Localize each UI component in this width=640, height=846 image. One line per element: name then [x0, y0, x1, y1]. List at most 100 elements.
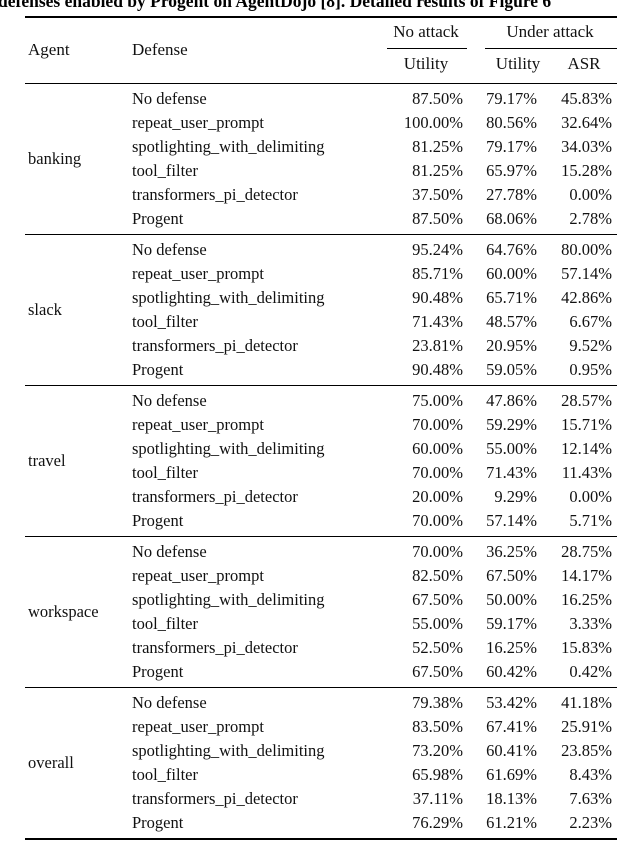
asr-cell: 80.00%: [561, 239, 612, 259]
asr-cell: 25.91%: [561, 716, 612, 736]
asr-cell: 28.75%: [561, 541, 612, 561]
ua-utility-cell: 55.00%: [486, 438, 537, 458]
results-table: Agent Defense No attack Under attack Uti…: [25, 16, 617, 840]
agent-label: banking: [28, 148, 82, 168]
asr-cell: 9.52%: [569, 335, 612, 355]
ua-utility-cell: 67.41%: [486, 716, 537, 736]
na-utility-cell: 55.00%: [412, 613, 463, 633]
ua-utility-cell: 65.97%: [486, 160, 537, 180]
asr-cell: 15.28%: [561, 160, 612, 180]
header-no-attack-group: No attack: [393, 22, 459, 41]
asr-cell: 3.33%: [569, 613, 612, 633]
defense-cell: tool_filter: [132, 613, 198, 633]
defense-cell: Progent: [132, 208, 184, 228]
na-utility-cell: 70.00%: [412, 510, 463, 530]
section-travel: travel No defense 75.00% 47.86% 28.57% r…: [25, 384, 617, 536]
header-agent: Agent: [28, 40, 70, 59]
header-no-attack-utility: Utility: [403, 54, 449, 73]
defense-cell: Progent: [132, 812, 184, 832]
na-utility-cell: 60.00%: [412, 438, 463, 458]
na-utility-cell: 81.25%: [412, 136, 463, 156]
defense-cell: transformers_pi_detector: [132, 335, 298, 355]
na-utility-cell: 81.25%: [412, 160, 463, 180]
defense-cell: No defense: [132, 88, 207, 108]
ua-utility-cell: 80.56%: [486, 112, 537, 132]
header-under-attack-utility: Utility: [495, 54, 541, 73]
asr-cell: 12.14%: [561, 438, 612, 458]
asr-cell: 7.63%: [569, 788, 612, 808]
asr-cell: 5.71%: [569, 510, 612, 530]
section-banking: banking No defense 87.50% 79.17% 45.83% …: [25, 84, 617, 234]
asr-cell: 11.43%: [561, 462, 612, 482]
ua-utility-cell: 79.17%: [486, 88, 537, 108]
na-utility-cell: 52.50%: [412, 637, 463, 657]
na-utility-cell: 67.50%: [412, 661, 463, 681]
asr-cell: 23.85%: [561, 740, 612, 760]
ua-utility-cell: 59.17%: [486, 613, 537, 633]
ua-utility-cell: 68.06%: [486, 208, 537, 228]
ua-utility-cell: 61.69%: [486, 764, 537, 784]
na-utility-cell: 90.48%: [412, 359, 463, 379]
table-caption-cutoff: defenses enabled by Progent on AgentDojo…: [0, 0, 640, 12]
defense-cell: No defense: [132, 390, 207, 410]
defense-cell: tool_filter: [132, 160, 198, 180]
na-utility-cell: 70.00%: [412, 462, 463, 482]
na-utility-cell: 90.48%: [412, 287, 463, 307]
agent-label: slack: [28, 299, 62, 319]
section-workspace: workspace No defense 70.00% 36.25% 28.75…: [25, 535, 617, 687]
asr-cell: 57.14%: [561, 263, 612, 283]
defense-cell: spotlighting_with_delimiting: [132, 740, 325, 760]
ua-utility-cell: 16.25%: [486, 637, 537, 657]
section-overall: overall No defense 79.38% 53.42% 41.18% …: [25, 686, 617, 838]
defense-cell: transformers_pi_detector: [132, 184, 298, 204]
cmidrule-no-attack: [387, 48, 467, 49]
defense-cell: transformers_pi_detector: [132, 788, 298, 808]
na-utility-cell: 87.50%: [412, 208, 463, 228]
header-under-attack-group: Under attack: [506, 22, 594, 41]
defense-cell: spotlighting_with_delimiting: [132, 136, 325, 156]
na-utility-cell: 71.43%: [412, 311, 463, 331]
defense-cell: tool_filter: [132, 764, 198, 784]
defense-cell: repeat_user_prompt: [132, 263, 264, 283]
asr-cell: 41.18%: [561, 692, 612, 712]
agent-label: travel: [28, 450, 66, 470]
defense-cell: tool_filter: [132, 311, 198, 331]
defense-cell: tool_filter: [132, 462, 198, 482]
section-slack: slack No defense 95.24% 64.76% 80.00% re…: [25, 233, 617, 385]
ua-utility-cell: 48.57%: [486, 311, 537, 331]
header-defense: Defense: [132, 40, 188, 59]
asr-cell: 42.86%: [561, 287, 612, 307]
ua-utility-cell: 50.00%: [486, 589, 537, 609]
defense-cell: Progent: [132, 510, 184, 530]
defense-cell: No defense: [132, 692, 207, 712]
asr-cell: 15.71%: [561, 414, 612, 434]
ua-utility-cell: 71.43%: [486, 462, 537, 482]
agent-label: overall: [28, 752, 74, 772]
asr-cell: 34.03%: [561, 136, 612, 156]
agent-label: workspace: [28, 601, 99, 621]
ua-utility-cell: 18.13%: [486, 788, 537, 808]
ua-utility-cell: 60.41%: [486, 740, 537, 760]
defense-cell: No defense: [132, 541, 207, 561]
na-utility-cell: 95.24%: [412, 239, 463, 259]
na-utility-cell: 23.81%: [412, 335, 463, 355]
table-header: Agent Defense No attack Under attack Uti…: [25, 18, 617, 84]
ua-utility-cell: 47.86%: [486, 390, 537, 410]
na-utility-cell: 83.50%: [412, 716, 463, 736]
na-utility-cell: 67.50%: [412, 589, 463, 609]
header-asr: ASR: [567, 54, 601, 73]
ua-utility-cell: 59.29%: [486, 414, 537, 434]
asr-cell: 0.00%: [569, 486, 612, 506]
defense-cell: spotlighting_with_delimiting: [132, 287, 325, 307]
defense-cell: transformers_pi_detector: [132, 637, 298, 657]
defense-cell: repeat_user_prompt: [132, 565, 264, 585]
na-utility-cell: 85.71%: [412, 263, 463, 283]
ua-utility-cell: 59.05%: [486, 359, 537, 379]
defense-cell: No defense: [132, 239, 207, 259]
asr-cell: 6.67%: [569, 311, 612, 331]
na-utility-cell: 100.00%: [403, 112, 463, 132]
ua-utility-cell: 57.14%: [486, 510, 537, 530]
defense-cell: transformers_pi_detector: [132, 486, 298, 506]
asr-cell: 0.00%: [569, 184, 612, 204]
